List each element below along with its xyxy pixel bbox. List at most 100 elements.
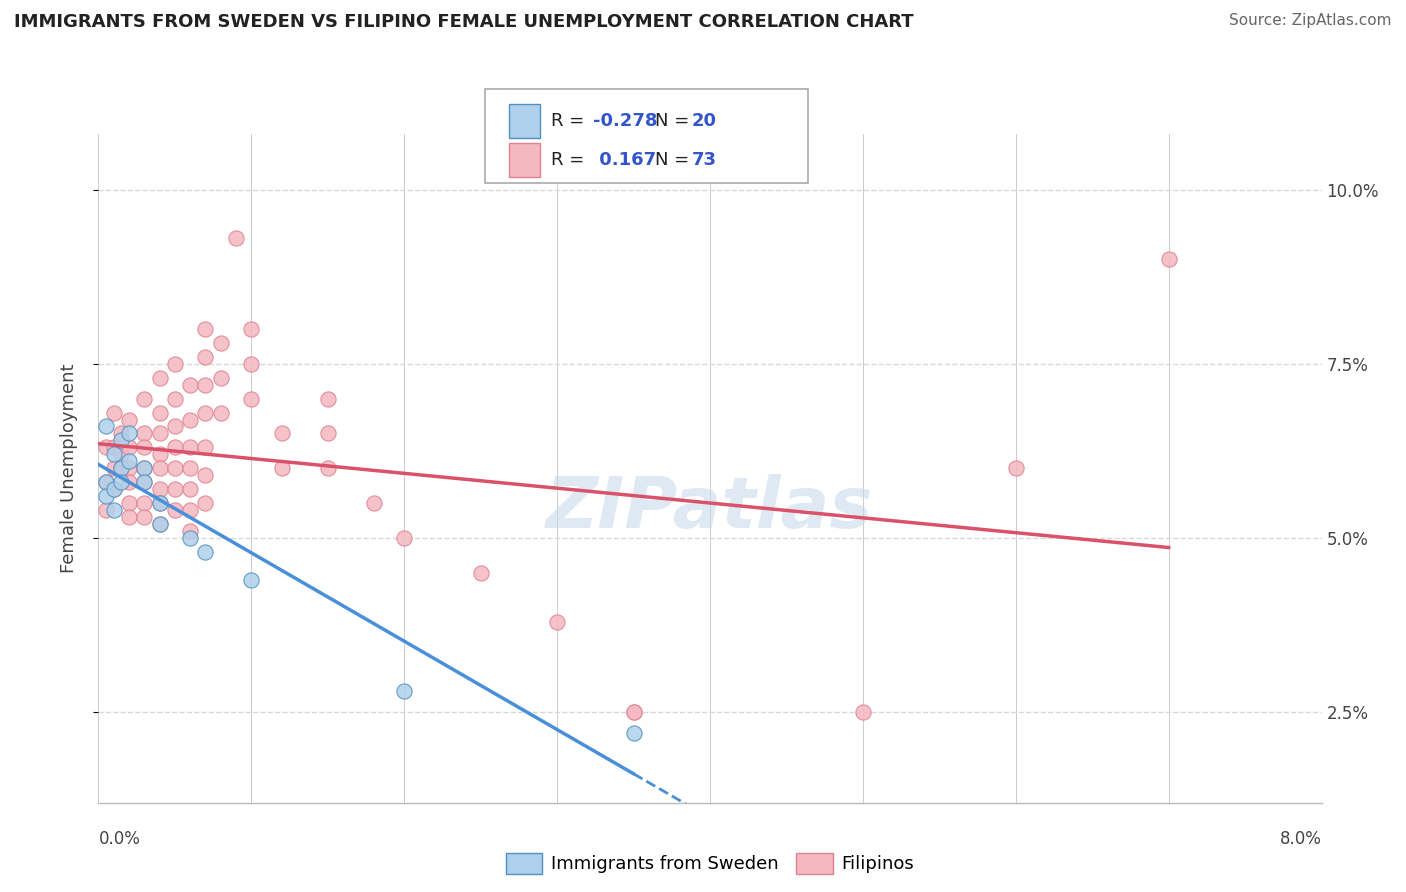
Point xyxy=(134,461,156,475)
Point xyxy=(623,705,645,719)
Point xyxy=(179,377,201,392)
Point xyxy=(94,489,117,503)
Point xyxy=(149,461,172,475)
Point xyxy=(118,454,141,468)
Point xyxy=(149,517,172,532)
Text: 0.167: 0.167 xyxy=(593,151,657,169)
Point xyxy=(134,475,156,490)
Point xyxy=(852,705,875,719)
Point xyxy=(179,482,201,496)
Point xyxy=(209,370,232,384)
Point xyxy=(149,496,172,510)
Point xyxy=(194,545,217,559)
Point xyxy=(194,377,217,392)
Point xyxy=(94,419,117,434)
Y-axis label: Female Unemployment: Female Unemployment xyxy=(59,364,77,573)
Point xyxy=(149,482,172,496)
Point xyxy=(134,426,156,441)
Point xyxy=(118,475,141,490)
Point xyxy=(194,468,217,483)
Point xyxy=(470,566,492,580)
Point xyxy=(110,434,132,448)
Point xyxy=(546,615,568,629)
Point xyxy=(240,357,263,371)
Point xyxy=(316,426,339,441)
Point xyxy=(110,447,132,461)
Text: N =: N = xyxy=(655,151,695,169)
Point xyxy=(149,370,172,384)
Point xyxy=(110,461,132,475)
Point xyxy=(392,531,416,545)
Point xyxy=(134,441,156,455)
Point xyxy=(163,461,186,475)
Point xyxy=(163,503,186,517)
Point xyxy=(194,406,217,420)
Point xyxy=(179,412,201,426)
Text: 20: 20 xyxy=(692,112,717,129)
Point xyxy=(118,412,141,426)
Point xyxy=(163,482,186,496)
Point xyxy=(118,441,141,455)
Point xyxy=(1157,252,1180,267)
Point xyxy=(94,475,117,490)
Point xyxy=(94,441,117,455)
Text: 0.0%: 0.0% xyxy=(98,830,141,847)
Point xyxy=(110,475,132,490)
Point xyxy=(163,441,186,455)
Point xyxy=(118,510,141,524)
Point xyxy=(110,461,132,475)
Point xyxy=(103,482,125,496)
Point xyxy=(163,392,186,406)
Point xyxy=(149,447,172,461)
Text: -0.278: -0.278 xyxy=(593,112,658,129)
Legend: Immigrants from Sweden, Filipinos: Immigrants from Sweden, Filipinos xyxy=(499,846,921,880)
Text: R =: R = xyxy=(551,112,591,129)
Point xyxy=(209,335,232,350)
Text: R =: R = xyxy=(551,151,591,169)
Point xyxy=(118,496,141,510)
Point xyxy=(134,392,156,406)
Point xyxy=(194,496,217,510)
Point xyxy=(163,357,186,371)
Point xyxy=(103,447,125,461)
Point xyxy=(118,426,141,441)
Point xyxy=(103,461,125,475)
Point xyxy=(134,461,156,475)
Text: N =: N = xyxy=(655,112,695,129)
Point xyxy=(392,684,416,698)
Point xyxy=(149,517,172,532)
Point xyxy=(194,350,217,364)
Point xyxy=(94,475,117,490)
Text: Source: ZipAtlas.com: Source: ZipAtlas.com xyxy=(1229,13,1392,29)
Point xyxy=(316,461,339,475)
Point xyxy=(118,461,141,475)
Point xyxy=(270,461,294,475)
Point xyxy=(179,441,201,455)
Point xyxy=(240,392,263,406)
Point xyxy=(194,322,217,336)
Point xyxy=(225,231,247,245)
Point xyxy=(179,524,201,538)
Point xyxy=(623,705,645,719)
Point xyxy=(149,406,172,420)
Point xyxy=(134,475,156,490)
Point xyxy=(103,441,125,455)
Point xyxy=(179,461,201,475)
Point xyxy=(149,426,172,441)
Point xyxy=(209,406,232,420)
Point xyxy=(163,419,186,434)
Point xyxy=(270,426,294,441)
Point xyxy=(134,496,156,510)
Point xyxy=(1004,461,1026,475)
Point xyxy=(149,496,172,510)
Text: 8.0%: 8.0% xyxy=(1279,830,1322,847)
Point xyxy=(316,392,339,406)
Point xyxy=(103,406,125,420)
Point xyxy=(363,496,385,510)
Point xyxy=(194,441,217,455)
Point xyxy=(179,503,201,517)
Point xyxy=(623,726,645,740)
Text: IMMIGRANTS FROM SWEDEN VS FILIPINO FEMALE UNEMPLOYMENT CORRELATION CHART: IMMIGRANTS FROM SWEDEN VS FILIPINO FEMAL… xyxy=(14,13,914,31)
Point xyxy=(134,510,156,524)
Text: ZIPatlas: ZIPatlas xyxy=(547,474,873,543)
